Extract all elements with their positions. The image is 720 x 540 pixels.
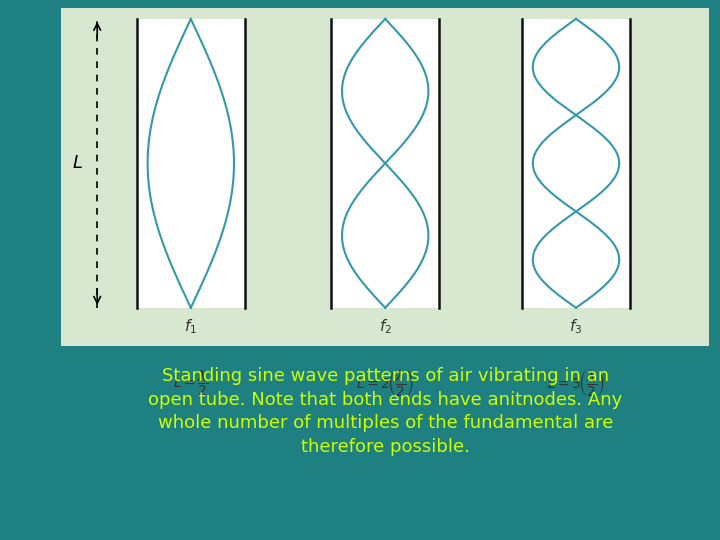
Bar — [331, 19, 439, 308]
Bar — [137, 19, 245, 308]
Text: $f_1$: $f_1$ — [184, 318, 197, 336]
Text: $L = 3\!\left(\dfrac{\lambda}{2}\right)$: $L = 3\!\left(\dfrac{\lambda}{2}\right)$ — [547, 368, 605, 399]
Bar — [61, 8, 709, 346]
Text: $L = \dfrac{\lambda}{2}$: $L = \dfrac{\lambda}{2}$ — [173, 369, 209, 398]
Bar — [522, 19, 630, 308]
Text: $L$: $L$ — [72, 154, 84, 172]
Text: $L = 2\!\left(\dfrac{\lambda}{2}\right)$: $L = 2\!\left(\dfrac{\lambda}{2}\right)$ — [356, 368, 414, 399]
Text: $f_3$: $f_3$ — [570, 318, 582, 336]
Text: $f_2$: $f_2$ — [379, 318, 392, 336]
Text: Standing sine wave patterns of air vibrating in an
open tube. Note that both end: Standing sine wave patterns of air vibra… — [148, 367, 622, 456]
